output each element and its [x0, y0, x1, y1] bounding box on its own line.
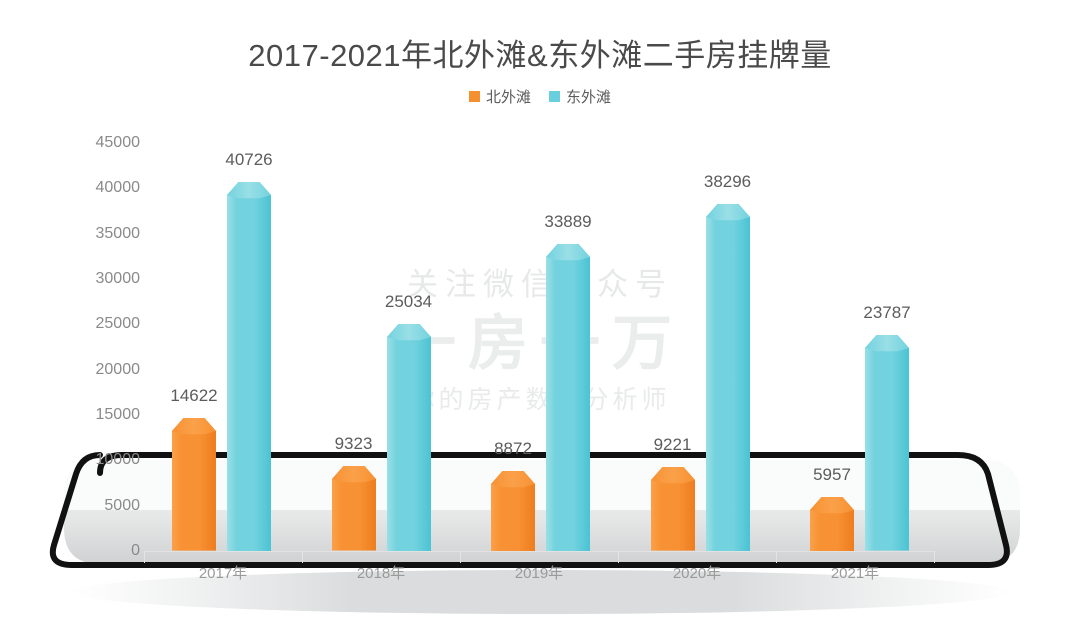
bar-2019年-北外滩[interactable]	[491, 470, 535, 551]
x-axis-tick-label: 2019年	[514, 565, 564, 582]
bar-value-label: 14622	[170, 386, 218, 406]
bar-2021年-北外滩[interactable]	[810, 496, 854, 551]
bar-value-label: 25034	[384, 292, 433, 312]
legend-item-0[interactable]: 北外滩	[468, 86, 531, 107]
x-axis-tick-label: 2021年	[830, 565, 880, 582]
x-axis-tick-label: 2017年	[198, 565, 248, 582]
chart-title: 2017-2021年北外滩&东外滩二手房挂牌量	[248, 38, 832, 73]
bar-2020年-北外滩[interactable]	[650, 467, 695, 551]
legend-item-1[interactable]: 东外滩	[549, 86, 611, 107]
bar-2017年-北外滩[interactable]	[172, 418, 216, 551]
y-axis-tick-label: 35000	[95, 224, 141, 242]
square-swatch-icon	[549, 91, 560, 102]
bar-value-label: 23787	[863, 303, 911, 323]
x-axis-baseline	[144, 551, 934, 552]
bar-2017年-东外滩[interactable]	[227, 181, 271, 551]
y-axis-tick-label: 10000	[95, 451, 141, 469]
x-axis-tick-label: 2018年	[356, 565, 406, 582]
y-axis-tick-label: 15000	[95, 406, 141, 423]
y-axis-tick-label: 30000	[95, 270, 141, 287]
bar-2018年-北外滩[interactable]	[331, 466, 376, 551]
square-swatch-icon	[468, 91, 480, 102]
bar-2020年-东外滩[interactable]	[705, 203, 750, 551]
y-axis-tick-label: 5000	[104, 496, 140, 514]
bar-2021年-东外滩[interactable]	[865, 335, 909, 551]
bar-2019年-东外滩[interactable]	[546, 243, 590, 551]
bar-value-label: 9221	[653, 435, 692, 455]
bar-value-label: 38296	[703, 171, 752, 191]
bar-value-label: 9323	[334, 434, 373, 454]
y-axis-tick-label: 25000	[95, 315, 141, 333]
bar-2018年-东外滩[interactable]	[386, 324, 431, 551]
chart-legend: 北外滩 东外滩	[0, 86, 1080, 107]
y-axis-tick-label: 0	[131, 542, 140, 559]
legend-label-1: 东外滩	[566, 89, 612, 106]
y-axis-tick-label: 40000	[95, 179, 141, 197]
bar-value-label: 40726	[225, 149, 273, 169]
x-axis-tick-label: 2020年	[672, 565, 722, 582]
legend-label-0: 北外滩	[485, 89, 531, 106]
y-axis-tick-label: 45000	[95, 134, 141, 151]
y-axis-tick-label: 20000	[95, 360, 141, 378]
bar-value-label: 33889	[544, 211, 592, 231]
